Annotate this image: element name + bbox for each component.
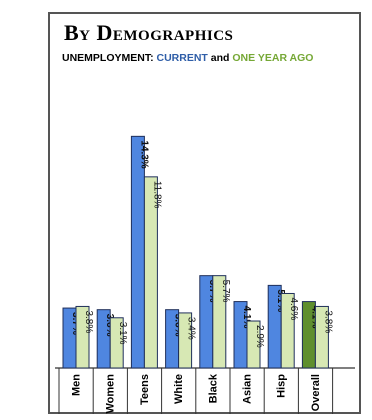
value-label-one-year-ago: 3.8% — [83, 310, 94, 333]
value-label-one-year-ago: 4.6% — [288, 297, 299, 320]
subtitle-prefix: UNEMPLOYMENT: — [62, 52, 154, 64]
subtitle-and: and — [210, 52, 230, 64]
value-label-current: 14.3% — [138, 140, 149, 168]
value-label-current: 4.1% — [241, 306, 252, 329]
bar-one-year-ago — [280, 292, 295, 369]
value-label-one-year-ago: 5.7% — [220, 280, 231, 303]
category-label: White — [173, 374, 185, 404]
legend-one-year-ago: ONE YEAR AGO — [232, 52, 314, 64]
category-label: Black — [207, 373, 219, 403]
bar-one-year-ago — [109, 317, 124, 369]
bar-chart: 3.7%3.8%Men3.6%3.1%Women14.3%11.8%Teens3… — [55, 135, 355, 414]
bar-one-year-ago — [212, 275, 227, 369]
bar-one-year-ago — [178, 312, 193, 369]
category-label: Hisp — [276, 374, 288, 398]
value-label-one-year-ago: 2.9% — [254, 325, 265, 348]
bar-current — [130, 135, 145, 369]
category-label: Teens — [139, 374, 151, 405]
value-label-one-year-ago: 3.4% — [186, 317, 197, 340]
bar-one-year-ago — [246, 320, 261, 369]
chart-subtitle: UNEMPLOYMENT: CURRENT and ONE YEAR AGO — [62, 52, 313, 64]
category-label: Asian — [242, 374, 254, 404]
bar-one-year-ago — [75, 305, 90, 369]
category-label: Men — [71, 374, 83, 396]
value-label-one-year-ago: 3.8% — [322, 310, 333, 333]
category-label: Women — [105, 374, 117, 414]
category-label: Overall — [310, 374, 322, 411]
bar-one-year-ago — [314, 305, 329, 369]
bar-one-year-ago — [143, 176, 158, 369]
value-label-current: 3.6% — [104, 314, 115, 337]
chart-frame: By Demographics UNEMPLOYMENT: CURRENT an… — [48, 12, 361, 414]
value-label-one-year-ago: 3.1% — [117, 322, 128, 345]
chart-title: By Demographics — [64, 20, 234, 45]
value-label-one-year-ago: 11.8% — [151, 181, 162, 209]
legend-current: CURRENT — [156, 52, 208, 64]
